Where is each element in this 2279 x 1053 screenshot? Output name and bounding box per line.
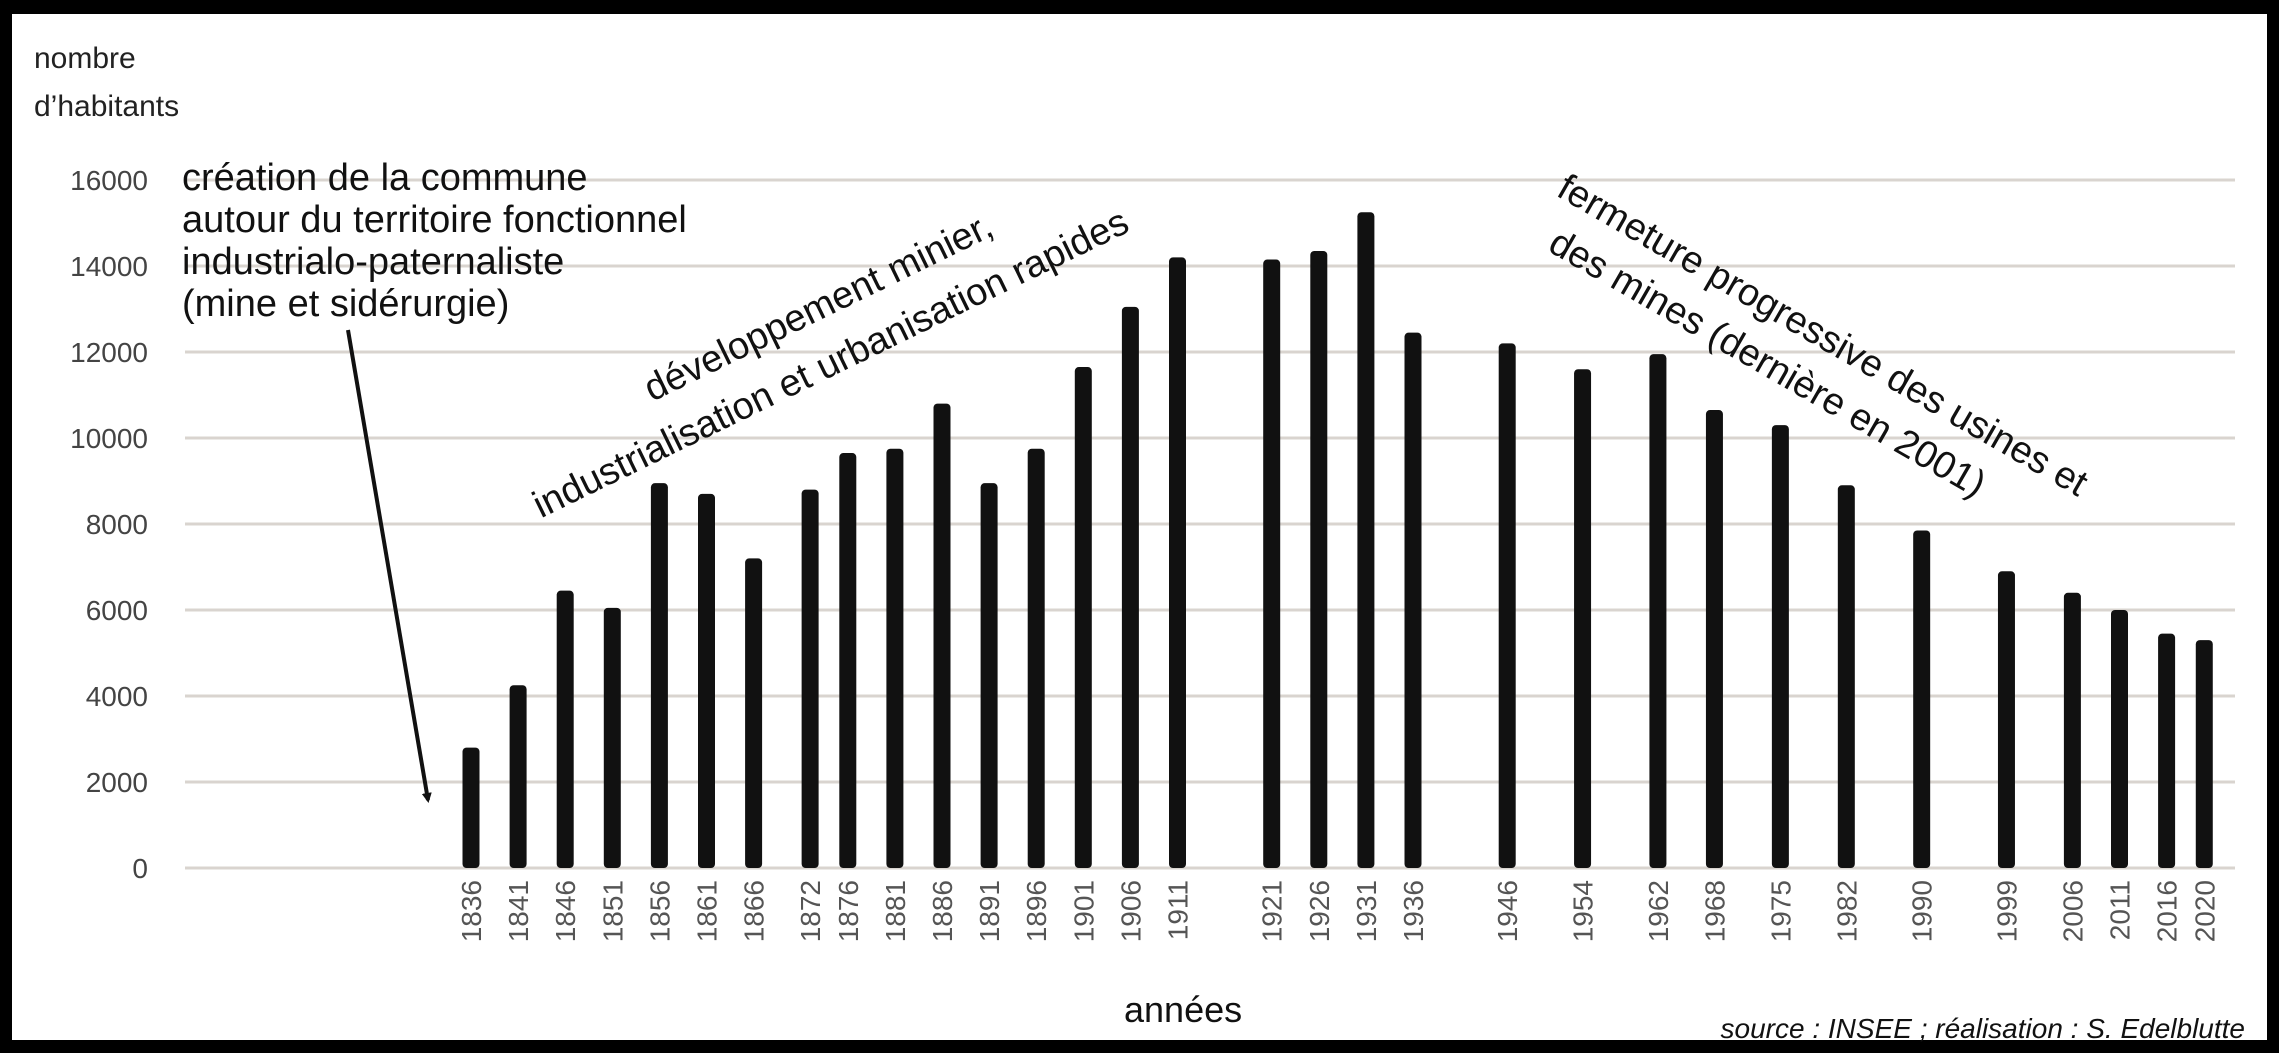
x-tick-label-1906: 1906 [1115, 880, 1146, 942]
x-tick-label-1982: 1982 [1831, 880, 1862, 942]
bar-1866 [745, 558, 763, 868]
bar-1968 [1705, 410, 1723, 868]
bar-1856 [650, 483, 668, 868]
bar-1851 [603, 607, 621, 868]
x-tick-label-1921: 1921 [1257, 880, 1288, 942]
annotation-creation: création de la commune autour du territo… [182, 157, 687, 325]
bar-1999 [1997, 571, 2015, 868]
bar-1990 [1913, 530, 1931, 868]
y-axis-ticks: 0 2000 4000 6000 8000 10000 12000 14000 16000 [70, 165, 148, 884]
x-tick-label-1926: 1926 [1304, 880, 1335, 942]
x-tick-label-1841: 1841 [503, 880, 534, 942]
bar-1962 [1649, 354, 1667, 868]
y-tick-label-6000: 6000 [86, 595, 148, 626]
x-tick-label-2006: 2006 [2057, 880, 2088, 942]
bar-1836 [462, 747, 480, 868]
x-tick-label-1861: 1861 [692, 880, 723, 942]
bar-1881 [886, 448, 904, 868]
x-tick-label-1975: 1975 [1765, 880, 1796, 942]
x-tick-label-1911: 1911 [1163, 880, 1194, 940]
x-tick-label-1946: 1946 [1492, 880, 1523, 942]
y-axis-label-line1: nombre [34, 42, 136, 75]
annotation-closure: fermeture progressive des usines et des … [1542, 166, 2096, 506]
y-axis-label-line2: d’habitants [34, 90, 179, 123]
bar-1926 [1310, 250, 1328, 868]
x-tick-label-1968: 1968 [1699, 880, 1730, 942]
x-tick-label-1936: 1936 [1398, 880, 1429, 942]
annotation-creation-line1: création de la commune [182, 157, 588, 199]
bar-1872 [801, 489, 819, 868]
x-tick-label-2011: 2011 [2105, 880, 2136, 940]
source-credit: source : INSEE ; réalisation : S. Edelbl… [1721, 1013, 2245, 1044]
annotation-closure-line1: fermeture progressive des usines et [1551, 166, 2096, 505]
annotation-closure-line2: des mines (dernière en 2001) [1542, 221, 1993, 506]
y-tick-label-2000: 2000 [86, 767, 148, 798]
x-tick-label-1872: 1872 [795, 880, 826, 942]
bar-1891 [980, 483, 998, 868]
annotation-arrow [346, 329, 432, 803]
y-tick-label-8000: 8000 [86, 509, 148, 540]
bars [462, 212, 2213, 869]
x-tick-label-1896: 1896 [1021, 880, 1052, 942]
bar-1886 [933, 403, 951, 868]
bar-1876 [839, 453, 857, 868]
annotation-creation-line4: (mine et sidérurgie) [182, 283, 509, 325]
bar-2006 [2063, 592, 2081, 868]
x-tick-label-1954: 1954 [1568, 880, 1599, 942]
x-tick-label-1846: 1846 [550, 880, 581, 942]
x-tick-label-1999: 1999 [1991, 880, 2022, 942]
bar-1975 [1771, 425, 1789, 868]
y-tick-label-14000: 14000 [70, 251, 148, 282]
bar-1896 [1027, 448, 1045, 868]
y-tick-label-12000: 12000 [70, 337, 148, 368]
x-tick-label-1891: 1891 [974, 880, 1005, 942]
bar-1911 [1169, 257, 1186, 868]
x-tick-label-2016: 2016 [2152, 880, 2183, 942]
x-tick-label-1990: 1990 [1907, 880, 1938, 942]
bar-1901 [1074, 367, 1092, 868]
x-tick-label-1901: 1901 [1068, 880, 1099, 942]
bar-1931 [1357, 212, 1375, 868]
gridlines [185, 178, 2235, 870]
x-tick-label-2020: 2020 [2189, 880, 2220, 942]
annotation-creation-line3: industrialo-paternaliste [182, 241, 564, 283]
x-tick-label-1856: 1856 [644, 880, 675, 942]
x-tick-label-1962: 1962 [1643, 880, 1674, 942]
bar-1906 [1121, 306, 1139, 869]
bar-1841 [509, 685, 527, 868]
x-tick-label-1866: 1866 [739, 880, 770, 942]
bar-1982 [1837, 485, 1855, 868]
annotation-creation-line2: autour du territoire fonctionnel [182, 199, 687, 241]
x-tick-label-1886: 1886 [927, 880, 958, 942]
bar-2016 [2158, 633, 2176, 868]
x-axis-label: années [1124, 989, 1242, 1030]
x-tick-label-1931: 1931 [1351, 880, 1382, 942]
bar-1861 [698, 493, 715, 868]
y-tick-label-16000: 16000 [70, 165, 148, 196]
y-tick-label-10000: 10000 [70, 423, 148, 454]
x-tick-label-1851: 1851 [597, 880, 628, 942]
y-tick-label-4000: 4000 [86, 681, 148, 712]
bar-1936 [1404, 332, 1422, 868]
bar-1946 [1498, 343, 1516, 868]
x-tick-label-1876: 1876 [833, 880, 864, 942]
x-axis-ticks: 1836 1841 1846 1851 1856 1861 1866 1872 1876 1881… [456, 880, 2220, 942]
bar-1846 [556, 590, 574, 868]
x-tick-label-1836: 1836 [456, 880, 487, 942]
x-tick-label-1881: 1881 [880, 880, 911, 942]
bar-1921 [1263, 259, 1281, 868]
bar-1954 [1574, 369, 1592, 868]
bar-2020 [2195, 640, 2213, 868]
bar-2011 [2111, 610, 2128, 868]
y-tick-label-0: 0 [132, 853, 148, 884]
